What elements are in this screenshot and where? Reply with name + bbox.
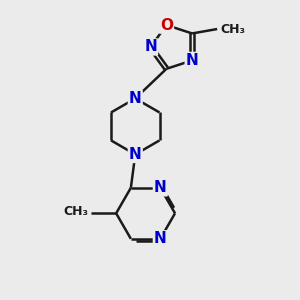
Text: CH₃: CH₃ [221,22,246,35]
Text: N: N [144,39,157,54]
Text: N: N [129,91,142,106]
Text: N: N [154,231,167,246]
Text: CH₃: CH₃ [64,205,89,218]
Text: O: O [160,18,173,33]
Text: N: N [186,53,199,68]
Text: N: N [154,180,167,195]
Text: N: N [129,147,142,162]
